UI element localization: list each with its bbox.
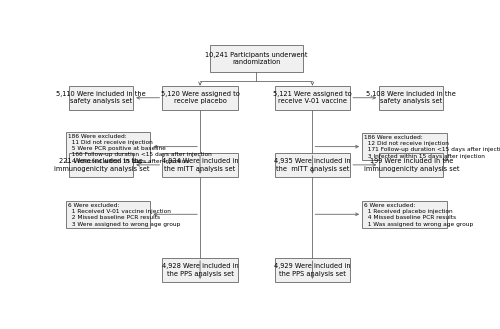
Bar: [274, 153, 350, 177]
Bar: [70, 86, 133, 110]
Text: 186 Were excluded:
  11 Did not receive injection
  5 Were PCR positive at basel: 186 Were excluded: 11 Did not receive in…: [68, 134, 212, 164]
Bar: [362, 133, 446, 160]
Bar: [66, 132, 150, 162]
Bar: [274, 86, 350, 110]
Bar: [210, 44, 303, 72]
Text: 5,108 Were included in the
safety analysis set: 5,108 Were included in the safety analys…: [366, 91, 456, 105]
Text: 6 Were excluded:
  1 Received V-01 vaccine injection
  2 Missed baseline PCR res: 6 Were excluded: 1 Received V-01 vaccine…: [68, 203, 180, 227]
Text: 5,110 Were included in the
safety analysis set: 5,110 Were included in the safety analys…: [56, 91, 146, 105]
Bar: [66, 201, 150, 228]
Text: 10,241 Participants underwent
randomization: 10,241 Participants underwent randomizat…: [205, 52, 308, 65]
Text: 4,934 Were included in
the mITT analysis set: 4,934 Were included in the mITT analysis…: [162, 158, 238, 172]
Bar: [380, 153, 443, 177]
Text: 4,935 Were included in
the  mITT analysis set: 4,935 Were included in the mITT analysis…: [274, 158, 351, 172]
Bar: [380, 86, 443, 110]
Text: 221 Were included in the
immunogenicity analysis set: 221 Were included in the immunogenicity …: [54, 158, 149, 172]
Bar: [70, 153, 133, 177]
Text: 6 Were excluded:
  1 Received placebo injection
  4 Missed baseline PCR results
: 6 Were excluded: 1 Received placebo inje…: [364, 203, 474, 227]
Text: 199 Were included in the
immunogenicity analysis set: 199 Were included in the immunogenicity …: [364, 158, 459, 172]
Text: 4,928 Were included in
the PPS analysis set: 4,928 Were included in the PPS analysis …: [162, 263, 238, 277]
Bar: [162, 86, 238, 110]
Text: 5,121 Were assigned to
receive V-01 vaccine: 5,121 Were assigned to receive V-01 vacc…: [273, 91, 352, 105]
Bar: [362, 201, 446, 228]
Bar: [274, 258, 350, 282]
Text: 186 Were excluded:
  12 Did not receive injection
  171 Follow-up duration <15 d: 186 Were excluded: 12 Did not receive in…: [364, 135, 500, 159]
Bar: [162, 258, 238, 282]
Text: 5,120 Were assigned to
receive placebo: 5,120 Were assigned to receive placebo: [160, 91, 240, 105]
Bar: [162, 153, 238, 177]
Text: 4,929 Were included in
the PPS analysis set: 4,929 Were included in the PPS analysis …: [274, 263, 351, 277]
